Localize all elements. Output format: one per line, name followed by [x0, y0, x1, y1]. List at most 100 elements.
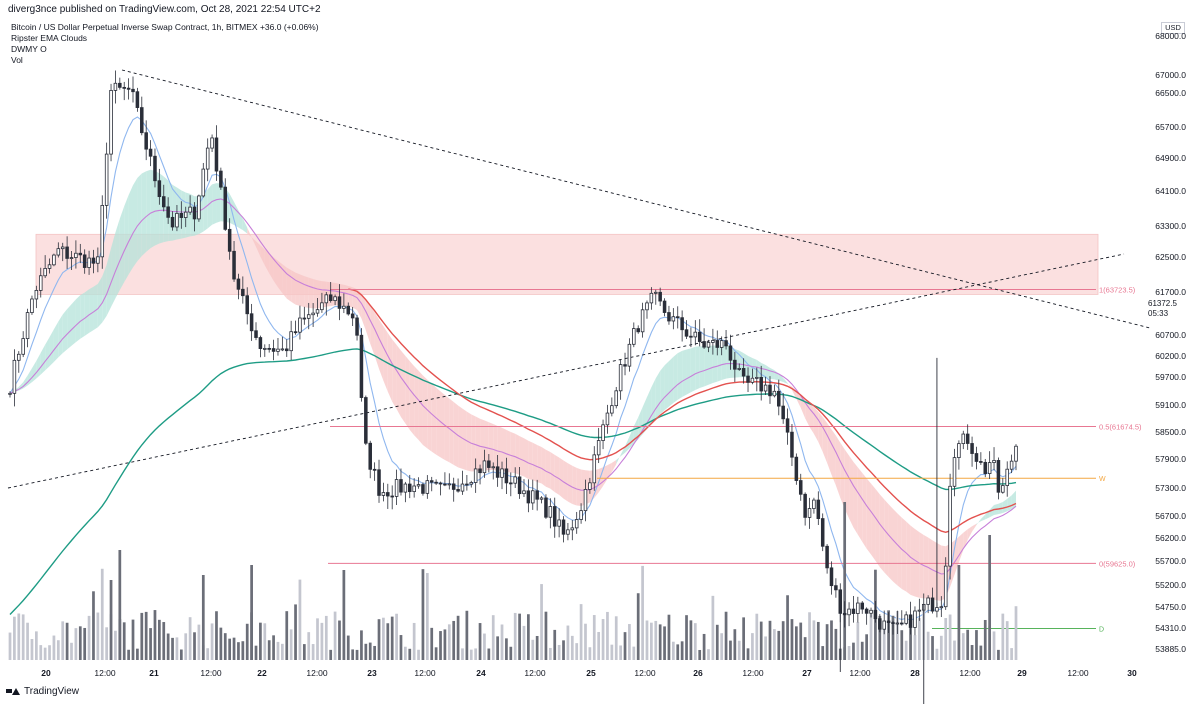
price-tick-label: 58500.0 — [1155, 427, 1186, 437]
candle-body — [640, 309, 645, 333]
indicator-ema-clouds[interactable]: Ripster EMA Clouds — [11, 33, 88, 43]
volume-bar — [267, 640, 271, 660]
candle-body — [983, 461, 988, 474]
ema-cloud-segment — [866, 478, 872, 555]
candle-body — [785, 418, 790, 433]
volume-bar — [188, 617, 192, 660]
volume-bar — [505, 638, 508, 660]
volume-bar — [847, 645, 851, 660]
volume-bar — [452, 620, 456, 660]
ema-cloud-segment — [563, 460, 568, 502]
volume-bar — [184, 633, 188, 660]
ema-cloud-segment — [286, 267, 292, 302]
candle-body — [175, 212, 179, 228]
ema-cloud-segment — [58, 314, 63, 358]
candle-body — [842, 612, 847, 616]
candle-body — [552, 506, 557, 527]
chart-legend: Bitcoin / US Dollar Perpetual Inverse Sw… — [11, 22, 319, 66]
candle-body — [856, 602, 860, 614]
ema-cloud-segment — [906, 521, 911, 595]
candle-body — [772, 390, 777, 397]
candle-body — [227, 228, 232, 252]
candle-body — [948, 485, 952, 567]
volume-bar — [896, 610, 899, 660]
candle-body — [460, 483, 465, 492]
volume-bar — [953, 640, 956, 660]
currency-badge[interactable]: USD — [1161, 22, 1185, 34]
time-tick-label: 25 — [586, 668, 596, 678]
candle-body — [293, 331, 298, 334]
volume-bar — [777, 630, 781, 660]
volume-bar — [803, 637, 807, 660]
levels-layer: 1(63723.5) 0.5(61674.5) 0(59625.0) W D — [328, 286, 1142, 634]
candle-body — [157, 180, 162, 198]
volume-bar — [443, 629, 447, 660]
candle-body — [390, 495, 394, 498]
indicator-volume[interactable]: Vol — [11, 55, 23, 65]
candle-body — [311, 312, 315, 316]
ema-cloud-segment — [475, 416, 481, 472]
volume-bar — [1001, 613, 1005, 660]
ema-cloud-segment — [291, 270, 296, 305]
ema-cloud-segment — [853, 461, 858, 535]
candle-body — [667, 312, 671, 322]
volume-bar — [628, 624, 631, 660]
ema-cloud-segment — [313, 278, 318, 309]
candle-body — [974, 453, 979, 462]
ema-cloud-segment — [251, 237, 257, 247]
ema-cloud-segment — [93, 283, 98, 331]
ema-cloud-segment — [699, 346, 705, 389]
volume-bar — [830, 620, 833, 660]
volume-bar — [715, 624, 719, 660]
candle-body — [447, 483, 452, 486]
volume-bar — [162, 622, 166, 660]
volume-bar — [298, 579, 302, 660]
candle-body — [219, 170, 223, 188]
candle-body — [781, 405, 785, 420]
ema-cloud-segment — [765, 364, 770, 379]
ema-cloud-segment — [888, 504, 893, 582]
candle-body — [249, 313, 254, 332]
candle-body — [495, 466, 500, 478]
volume-peak-bar — [957, 565, 961, 660]
candle-body — [443, 483, 447, 486]
candle-body — [996, 460, 1001, 493]
ema-cloud-segment — [686, 348, 691, 395]
ema-cloud-segment — [752, 358, 757, 378]
ema-cloud-segment — [242, 218, 248, 234]
ema-cloud-segment — [418, 370, 423, 445]
candle-body — [192, 206, 197, 220]
candle-body — [43, 268, 47, 277]
price-tick-label: 64900.0 — [1155, 153, 1186, 163]
ema-cloud-segment — [317, 280, 322, 309]
candle-body — [965, 433, 970, 444]
indicator-dwmy[interactable]: DWMY O — [11, 44, 47, 54]
ema-cloud-segment — [980, 514, 986, 522]
ema-cloud-segment — [471, 414, 476, 472]
volume-bar — [799, 622, 803, 660]
candle-body — [671, 316, 676, 322]
candle-body — [627, 343, 632, 367]
volume-peak-bar — [342, 570, 346, 660]
volume-bar — [78, 626, 82, 660]
ema-cloud-segment — [972, 523, 977, 532]
price-tick-label: 66500.0 — [1155, 88, 1186, 98]
volume-bar — [241, 641, 245, 660]
volume-bar — [412, 622, 416, 660]
volume-bar — [487, 648, 491, 660]
volume-bar — [175, 637, 179, 660]
ema-cloud-segment — [115, 218, 120, 299]
ema-cloud-segment — [269, 253, 274, 281]
trendlines-layer — [7, 69, 1151, 489]
volume-bar — [496, 636, 499, 660]
candle-body — [205, 147, 210, 170]
volume-bar — [882, 620, 886, 660]
candle-body — [706, 342, 711, 348]
ema-long-line — [9, 348, 1017, 615]
candle-body — [570, 527, 575, 531]
candle-body — [913, 610, 917, 628]
ema-cloud-segment — [809, 403, 814, 434]
candle-body — [610, 405, 614, 414]
candle-body — [601, 424, 605, 441]
